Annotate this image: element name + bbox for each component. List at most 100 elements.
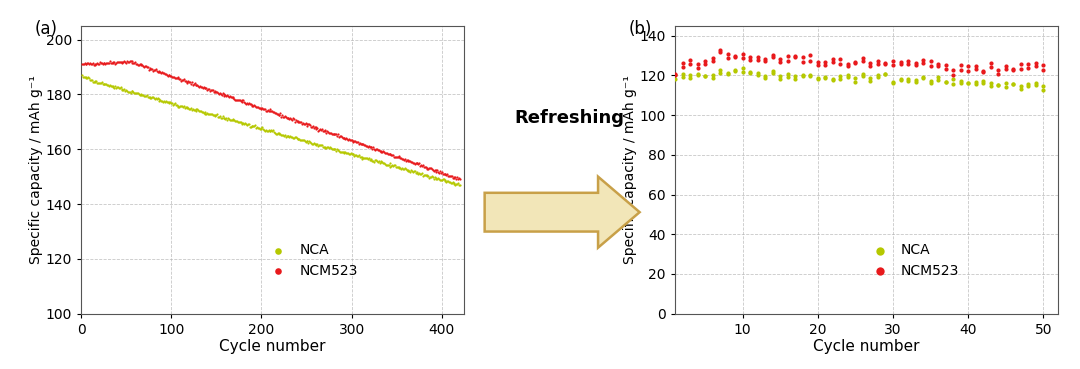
NCA [1020,82,1037,87]
NCA [967,81,984,87]
NCA [300,138,318,144]
NCM523 [283,117,300,123]
NCM523 [201,86,218,92]
NCA [446,181,463,187]
NCM523 [408,161,426,166]
NCA [113,86,131,92]
NCA [195,110,213,115]
NCA [967,79,984,85]
NCA [374,159,391,165]
NCM523 [450,175,468,181]
NCA [377,162,394,168]
NCM523 [251,105,268,111]
NCA [362,156,379,162]
NCA [289,136,307,142]
NCA [360,156,377,162]
NCM523 [431,168,448,174]
NCA [272,131,289,137]
NCA [75,74,92,80]
NCM523 [377,150,394,156]
NCA [832,73,849,79]
NCM523 [300,121,318,127]
NCA [274,132,292,138]
NCA [140,94,158,100]
NCA [427,175,444,181]
NCM523 [959,63,976,69]
NCA [387,162,404,168]
NCM523 [376,150,393,156]
NCA [311,142,328,148]
NCM523 [915,58,932,63]
NCA [242,124,259,130]
NCA [397,166,415,172]
NCA [915,74,932,80]
NCM523 [141,66,159,72]
NCM523 [78,61,95,67]
NCA [195,110,213,115]
NCA [267,130,284,136]
NCM523 [267,110,284,116]
NCM523 [144,66,161,72]
NCA [400,167,417,173]
NCM523 [119,59,136,65]
NCM523 [195,86,213,92]
NCM523 [83,61,100,67]
NCM523 [355,142,373,148]
NCM523 [203,87,220,93]
NCM523 [154,70,172,76]
NCA [309,141,326,147]
NCM523 [346,138,363,144]
NCA [435,176,453,182]
NCM523 [286,119,303,125]
NCA [824,77,841,83]
NCM523 [194,85,212,91]
NCA [448,181,465,187]
NCM523 [151,68,168,74]
NCM523 [168,74,186,80]
NCA [750,72,767,78]
NCM523 [335,135,352,141]
NCA [368,158,386,163]
NCM523 [348,139,365,145]
NCM523 [214,90,231,96]
NCA [396,165,414,171]
NCA [892,76,909,82]
NCA [426,176,443,182]
NCA [246,123,264,128]
NCA [262,128,280,134]
NCA [384,163,402,169]
NCM523 [324,131,341,137]
NCA [441,179,458,185]
NCM523 [274,114,292,120]
NCM523 [107,61,124,67]
NCA [325,146,342,152]
NCM523 [285,117,302,123]
NCM523 [387,154,404,160]
NCM523 [681,57,699,63]
NCA [201,111,218,117]
NCA [982,80,999,86]
NCA [388,164,405,170]
NCM523 [206,89,224,94]
NCM523 [98,60,116,66]
NCM523 [73,61,91,67]
NCM523 [367,145,384,151]
NCM523 [322,130,339,136]
NCM523 [1027,60,1044,66]
NCM523 [264,108,281,114]
NCM523 [771,56,788,62]
NCA [135,92,152,98]
NCA [299,139,316,145]
NCM523 [373,148,390,154]
NCA [240,121,257,127]
NCA [432,177,449,183]
NCA [989,82,1007,88]
NCM523 [786,53,804,59]
NCA [1027,82,1044,88]
NCM523 [423,166,441,172]
NCM523 [262,108,280,114]
NCA [413,171,430,177]
NCA [429,176,446,182]
NCM523 [113,60,131,66]
NCA [352,154,369,159]
